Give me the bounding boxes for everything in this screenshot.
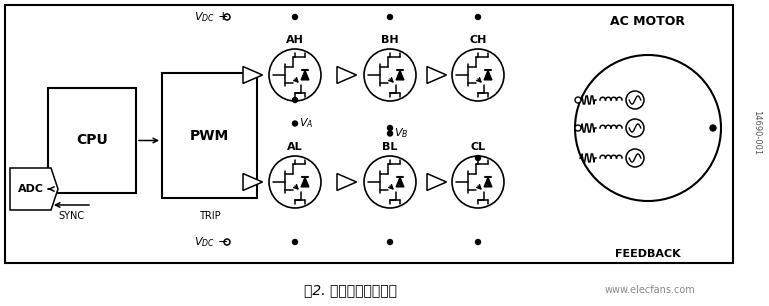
Text: AC MOTOR: AC MOTOR [611,15,685,28]
Polygon shape [427,174,447,190]
Polygon shape [427,66,447,84]
Circle shape [292,121,298,126]
Circle shape [475,155,481,161]
Polygon shape [301,177,309,187]
Text: SYNC: SYNC [58,211,85,221]
Text: $V_B$: $V_B$ [394,127,408,140]
Text: TRIP: TRIP [198,211,220,221]
Text: +: + [218,10,228,24]
Polygon shape [396,177,404,187]
Circle shape [269,49,321,101]
Bar [5,5,733,263]
Bar [162,73,257,198]
Circle shape [388,125,392,130]
Polygon shape [484,70,492,80]
Text: $V_{DC}$: $V_{DC}$ [194,235,215,249]
Polygon shape [10,168,58,210]
Text: $V_{DC}$: $V_{DC}$ [194,10,215,24]
Circle shape [292,98,298,103]
Circle shape [224,239,230,245]
Circle shape [269,156,321,208]
Text: AL: AL [287,142,303,152]
Polygon shape [337,66,357,84]
Text: BL: BL [382,142,398,152]
Circle shape [626,91,644,109]
Circle shape [626,149,644,167]
Text: CH: CH [469,35,487,45]
Polygon shape [301,70,309,80]
Text: PWM: PWM [190,129,229,143]
Circle shape [364,156,416,208]
Circle shape [475,14,481,20]
Text: ADC: ADC [18,184,44,194]
Polygon shape [243,66,262,84]
Circle shape [475,240,481,244]
Circle shape [292,14,298,20]
Text: CPU: CPU [76,133,108,147]
Polygon shape [396,70,404,80]
Text: −: − [218,236,228,248]
Polygon shape [337,174,357,190]
Circle shape [388,131,392,136]
Circle shape [710,125,716,131]
Circle shape [575,125,581,131]
Circle shape [575,55,721,201]
Circle shape [364,49,416,101]
Text: BH: BH [381,35,399,45]
Circle shape [292,240,298,244]
Circle shape [388,240,392,244]
Circle shape [224,14,230,20]
Text: FEEDBACK: FEEDBACK [615,249,681,259]
Circle shape [388,14,392,20]
Circle shape [626,119,644,137]
Text: www.elecfans.com: www.elecfans.com [604,285,695,295]
Circle shape [452,49,504,101]
Text: 图2. 三相交流电机驱动: 图2. 三相交流电机驱动 [304,283,397,297]
Circle shape [452,156,504,208]
Text: $V_A$: $V_A$ [299,117,314,130]
Polygon shape [484,177,492,187]
Text: AH: AH [286,35,304,45]
Text: CL: CL [471,142,485,152]
Polygon shape [243,174,262,190]
Text: 14690-001: 14690-001 [753,110,761,155]
Circle shape [575,97,581,103]
Bar [48,88,136,193]
